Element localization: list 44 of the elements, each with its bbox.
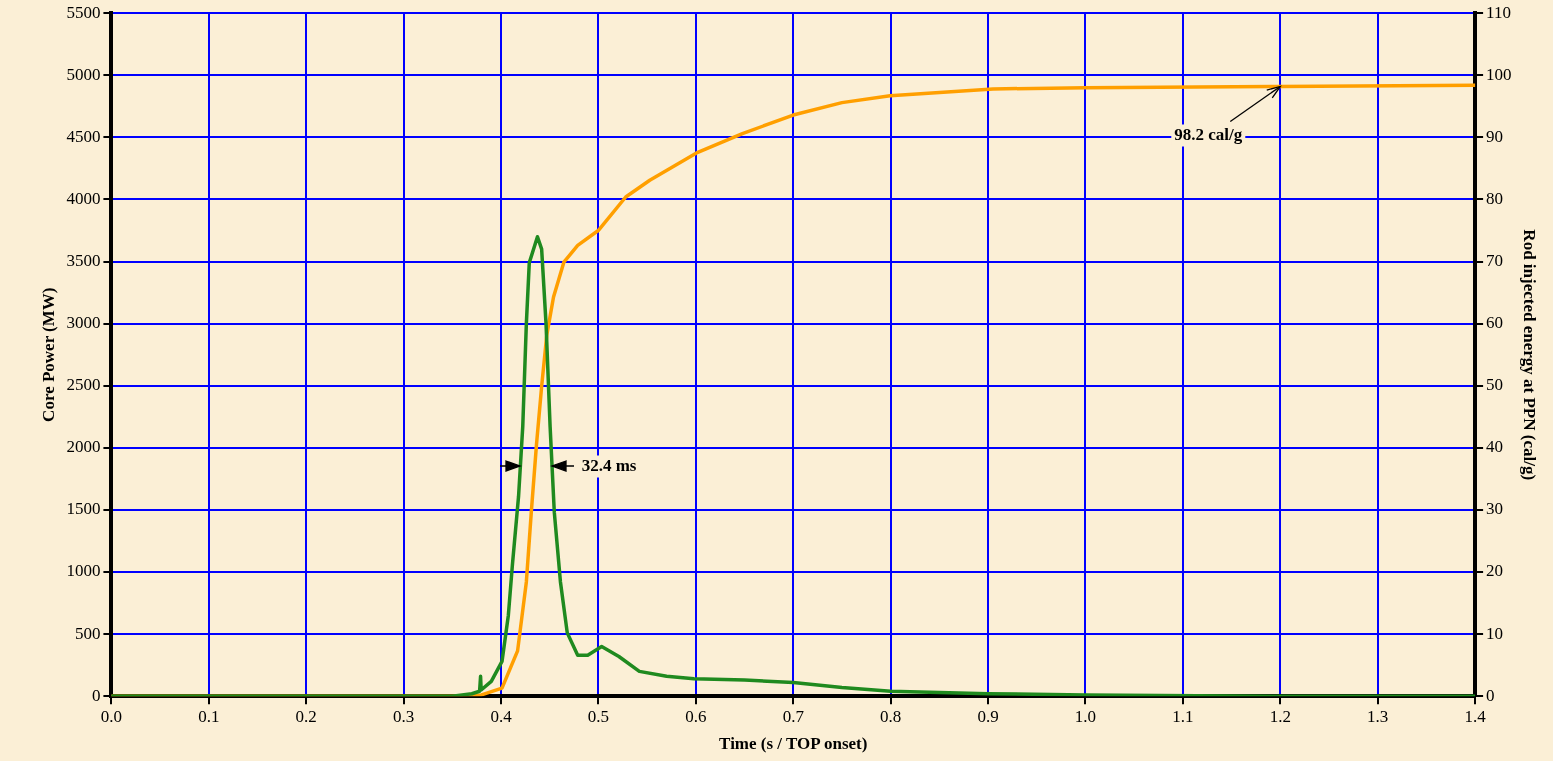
x-tick-label: 1.4 xyxy=(1464,706,1487,726)
x-tick-label: 0.6 xyxy=(685,706,707,726)
y-tick-label: 0 xyxy=(91,685,101,705)
x-tick-label: 0.1 xyxy=(198,706,220,726)
y2-tick-label: 40 xyxy=(1486,437,1504,457)
x-tick-label: 0.9 xyxy=(977,706,999,726)
x-axis-title: Time (s / TOP onset) xyxy=(719,734,868,754)
x-tick-label: 0.4 xyxy=(490,706,513,726)
y2-tick-label: 10 xyxy=(1486,623,1504,643)
x-tick-label: 0.5 xyxy=(587,706,610,726)
y2-tick-label: 100 xyxy=(1486,64,1512,84)
annotation: 32.4 ms xyxy=(581,455,637,475)
y-tick-label: 3000 xyxy=(66,313,101,333)
x-tick-label: 0.3 xyxy=(393,706,415,726)
y2-tick-label: 30 xyxy=(1486,499,1504,519)
y-tick-label: 2500 xyxy=(66,375,101,395)
x-tick-label: 1.1 xyxy=(1172,706,1194,726)
y-tick-label: 1000 xyxy=(66,561,101,581)
x-tick-label: 0.7 xyxy=(782,706,805,726)
y2-tick-label: 20 xyxy=(1486,561,1504,581)
y-tick-label: 4000 xyxy=(66,188,101,208)
y2-tick-label: 80 xyxy=(1486,188,1504,208)
x-tick-label: 1.3 xyxy=(1367,706,1389,726)
y-axis-title: Core Power (MW) xyxy=(38,287,58,422)
y2-tick-label: 110 xyxy=(1486,2,1511,22)
y-tick-label: 4500 xyxy=(66,126,101,146)
y-tick-label: 5500 xyxy=(66,2,101,22)
annotation: 98.2 cal/g xyxy=(1174,124,1243,144)
y2-tick-label: 50 xyxy=(1486,375,1504,395)
y2-axis-title: Rod injected energy at PPN (cal/g) xyxy=(1520,229,1540,481)
y-tick-label: 1500 xyxy=(66,499,101,519)
y-tick-label: 2000 xyxy=(66,437,101,457)
y2-tick-label: 60 xyxy=(1486,313,1504,333)
y-tick-label: 3500 xyxy=(66,251,101,271)
x-tick-label: 1.0 xyxy=(1074,706,1097,726)
y-tick-label: 500 xyxy=(74,623,101,643)
x-tick-label: 0.0 xyxy=(100,706,123,726)
y2-tick-label: 70 xyxy=(1486,251,1504,271)
y-tick-label: 5000 xyxy=(66,64,101,84)
x-tick-label: 0.8 xyxy=(880,706,902,726)
x-tick-label: 0.2 xyxy=(295,706,317,726)
y2-tick-label: 90 xyxy=(1486,126,1504,146)
y2-tick-label: 0 xyxy=(1486,685,1495,705)
x-tick-label: 1.2 xyxy=(1269,706,1291,726)
